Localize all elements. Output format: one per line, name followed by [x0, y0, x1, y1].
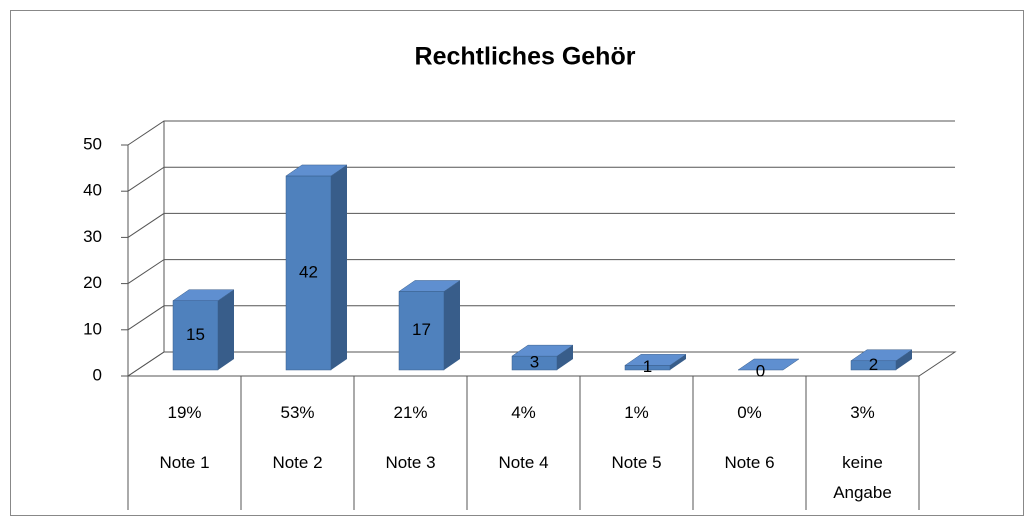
percent-cell: 3%: [806, 398, 919, 428]
grid-line: [127, 212, 955, 238]
y-tick-label: 40: [83, 181, 102, 200]
grid-line: [127, 259, 955, 285]
category-cell: Note 4: [467, 448, 580, 478]
percent-cell: 4%: [467, 398, 580, 428]
data-label: 3: [530, 353, 539, 372]
bar-top: [624, 354, 687, 366]
data-label: 42: [299, 262, 318, 281]
percent-cell: 19%: [128, 398, 241, 428]
category-cell-text: Note 2: [272, 453, 323, 472]
bar-side: [218, 289, 234, 370]
bar-side: [896, 349, 912, 370]
grid-line: [127, 166, 955, 192]
y-tick-label: 20: [83, 273, 102, 292]
category-cell: Note 1: [128, 448, 241, 478]
percent-cell-text: 3%: [850, 403, 875, 422]
bar-side: [444, 280, 460, 370]
chart-frame: [10, 10, 1024, 516]
chart-title: Rechtliches Gehör: [415, 43, 636, 71]
data-label: 2: [869, 355, 878, 374]
data-label: 1: [643, 357, 652, 376]
bar-top: [850, 349, 913, 362]
y-tick-label: 50: [83, 134, 102, 153]
category-cell: keine Angabe: [806, 448, 919, 508]
category-cell: Note 6: [693, 448, 806, 478]
percent-cell: 1%: [580, 398, 693, 428]
y-tick-label: 30: [83, 227, 102, 246]
bar: [285, 175, 332, 371]
percent-cell-text: 0%: [737, 403, 762, 422]
bar-side: [557, 345, 573, 370]
percent-cell-text: 53%: [280, 403, 315, 422]
category-cell: Note 2: [241, 448, 354, 478]
bar-top: [285, 164, 348, 177]
bar: [172, 300, 219, 371]
bar-side: [670, 354, 686, 370]
percent-cell-text: 4%: [511, 403, 536, 422]
data-label: 0: [756, 361, 765, 380]
category-cell-text: Note 5: [611, 453, 662, 472]
data-label: 17: [412, 320, 431, 339]
bar-top: [737, 358, 800, 371]
percent-cell: 0%: [693, 398, 806, 428]
category-cell: Note 3: [354, 448, 467, 478]
percent-cell-text: 1%: [624, 403, 649, 422]
bar-side: [331, 164, 347, 370]
bar: [398, 291, 445, 371]
percent-cell-text: 21%: [393, 403, 428, 422]
category-cell-text: keine Angabe: [833, 453, 892, 502]
y-tick-label: 0: [93, 365, 102, 384]
category-cell-text: Note 4: [498, 453, 549, 472]
category-cell-text: Note 3: [385, 453, 436, 472]
bar-top: [398, 280, 461, 292]
bar-top: [511, 344, 574, 357]
percent-cell-text: 19%: [167, 403, 202, 422]
bar-top: [172, 289, 235, 301]
data-label: 15: [186, 325, 205, 344]
grid-line: [127, 305, 955, 331]
percent-cell: 53%: [241, 398, 354, 428]
grid-line: [127, 120, 955, 146]
percent-cell: 21%: [354, 398, 467, 428]
category-cell-text: Note 1: [159, 453, 210, 472]
y-tick-label: 10: [83, 319, 102, 338]
category-cell: Note 5: [580, 448, 693, 478]
grid-line: [127, 351, 955, 377]
category-cell-text: Note 6: [724, 453, 775, 472]
